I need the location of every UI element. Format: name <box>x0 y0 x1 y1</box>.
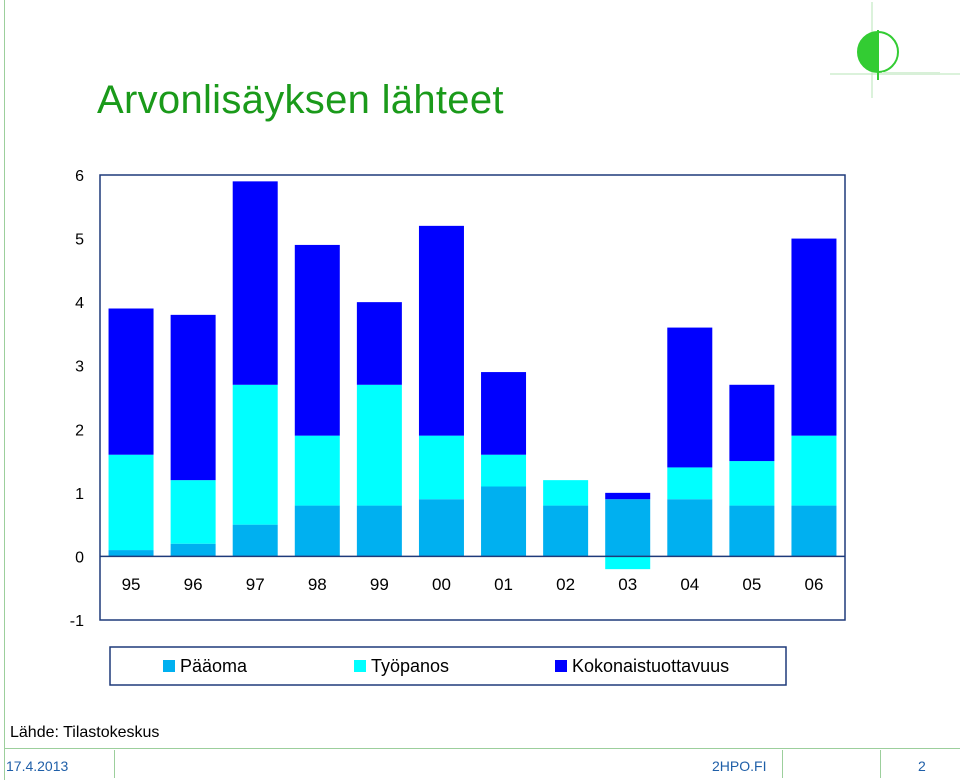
bar-pääoma-02 <box>543 505 589 557</box>
bars <box>108 181 837 570</box>
x-tick-label: 04 <box>680 575 699 594</box>
y-tick-label: 5 <box>75 232 84 249</box>
bar-pääoma-99 <box>356 505 402 557</box>
left-rule <box>4 0 5 780</box>
x-tick-label: 06 <box>804 575 823 594</box>
x-tick-label: 98 <box>308 575 327 594</box>
x-tick-label: 95 <box>122 575 141 594</box>
bar-työpanos-97 <box>232 384 278 525</box>
y-tick-label: 3 <box>75 359 84 376</box>
source-note: Lähde: Tilastokeskus <box>10 724 160 741</box>
legend-label: Kokonaistuottavuus <box>572 656 729 676</box>
x-tick-label: 01 <box>494 575 513 594</box>
bar-pääoma-96 <box>170 543 216 557</box>
legend-box <box>109 646 787 686</box>
plot-frame <box>99 174 846 621</box>
bar-pääoma-00 <box>418 499 464 557</box>
bar-työpanos-95 <box>108 454 154 551</box>
y-tick-label: -1 <box>70 613 84 630</box>
bar-pääoma-95 <box>108 550 154 557</box>
slide-title: Arvonlisäyksen lähteet <box>97 78 504 122</box>
bar-pääoma-97 <box>232 524 278 557</box>
bar-työpanos-03 <box>605 556 651 570</box>
legend: Pääoma Työpanos Kokonaistuottavuus <box>163 656 729 676</box>
x-tick-label: 02 <box>556 575 575 594</box>
bar-kokonaistuottavuus-97 <box>232 181 278 385</box>
bar-työpanos-01 <box>481 454 527 487</box>
y-tick-label: 6 <box>75 168 84 185</box>
bar-työpanos-98 <box>294 435 340 506</box>
legend-swatch <box>555 660 567 672</box>
bar-työpanos-05 <box>729 461 775 506</box>
footer-separator <box>880 750 881 778</box>
bar-kokonaistuottavuus-03 <box>605 492 651 500</box>
bar-kokonaistuottavuus-01 <box>481 372 527 455</box>
x-tick-label: 03 <box>618 575 637 594</box>
page-number: 2 <box>918 758 926 774</box>
x-tick-label: 96 <box>184 575 203 594</box>
bar-kokonaistuottavuus-95 <box>108 308 154 455</box>
x-tick-label: 97 <box>246 575 265 594</box>
bar-työpanos-00 <box>418 435 464 500</box>
bar-pääoma-05 <box>729 505 775 557</box>
legend-swatch <box>163 660 175 672</box>
footer-separator <box>114 750 115 778</box>
y-tick-label: 2 <box>75 422 84 439</box>
bar-työpanos-02 <box>543 480 589 506</box>
footer-rule <box>4 748 960 749</box>
bar-kokonaistuottavuus-05 <box>729 384 775 462</box>
y-axis-ticks: 6 5 4 3 2 1 0 -1 <box>70 168 84 630</box>
bar-kokonaistuottavuus-99 <box>356 302 402 385</box>
x-tick-label: 00 <box>432 575 451 594</box>
bar-työpanos-06 <box>791 435 837 506</box>
bar-työpanos-04 <box>667 467 713 500</box>
bar-pääoma-03 <box>605 499 651 557</box>
bar-kokonaistuottavuus-04 <box>667 327 713 468</box>
bar-pääoma-98 <box>294 505 340 557</box>
legend-label: Pääoma <box>180 656 248 676</box>
bar-työpanos-99 <box>356 384 402 506</box>
logo-icon <box>830 2 960 98</box>
legend-label: Työpanos <box>371 656 449 676</box>
legend-swatch <box>354 660 366 672</box>
x-tick-label: 05 <box>742 575 761 594</box>
x-tick-label: 99 <box>370 575 389 594</box>
bar-kokonaistuottavuus-00 <box>418 225 464 436</box>
bar-kokonaistuottavuus-96 <box>170 314 216 481</box>
y-tick-label: 0 <box>75 549 84 566</box>
y-tick-label: 1 <box>75 486 84 503</box>
y-tick-label: 4 <box>75 295 84 312</box>
bar-kokonaistuottavuus-98 <box>294 244 340 436</box>
bar-pääoma-06 <box>791 505 837 557</box>
bar-työpanos-96 <box>170 480 216 544</box>
bar-kokonaistuottavuus-06 <box>791 238 837 436</box>
footer-site: 2HPO.FI <box>712 758 767 774</box>
footer-separator <box>782 750 783 778</box>
x-axis-ticks: 95 96 97 98 99 00 01 02 03 04 05 06 <box>122 575 824 594</box>
bar-pääoma-01 <box>481 486 527 557</box>
footer-date: 17.4.2013 <box>6 758 69 774</box>
bar-pääoma-04 <box>667 499 713 557</box>
